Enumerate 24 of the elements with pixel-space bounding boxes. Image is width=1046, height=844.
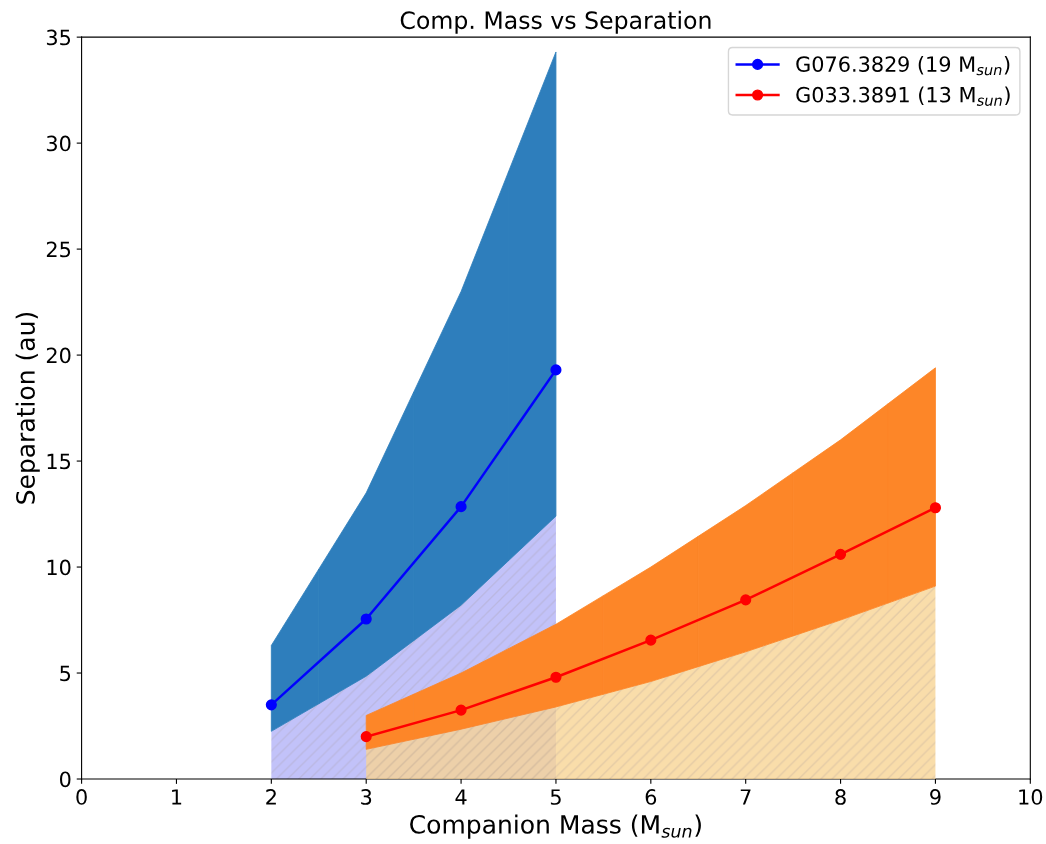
x-axis-title: Companion Mass (M$_{sun}$) — [410, 814, 701, 839]
x-tick-label: 10 — [1019, 789, 1043, 805]
y-tick-label: 30 — [46, 135, 71, 152]
x-tick-label: 9 — [930, 789, 941, 805]
x-tick-label: 0 — [76, 789, 87, 805]
x-tick-label: 8 — [835, 789, 846, 805]
legend-label: G076.3829 (19 M$_{sun}$) — [796, 55, 1010, 76]
x-tick-label: 4 — [455, 789, 467, 805]
x-tick-label: 5 — [550, 789, 561, 805]
y-tick-label: 25 — [46, 241, 71, 258]
x-tick-label: 6 — [645, 789, 657, 805]
y-tick-label: 35 — [46, 29, 71, 46]
x-tick-label: 2 — [266, 789, 276, 805]
y-tick-label: 5 — [60, 665, 71, 682]
x-tick-label: 7 — [740, 789, 751, 805]
y-axis-title: Separation (au) — [15, 312, 40, 504]
y-tick-label: 15 — [47, 453, 71, 470]
x-tick-label: 1 — [172, 789, 182, 805]
y-tick-label: 10 — [47, 559, 71, 576]
y-tick-label: 20 — [46, 347, 71, 364]
y-tick-label: 0 — [59, 771, 71, 788]
chart-title: Comp. Mass vs Separation — [400, 10, 711, 34]
legend-label: G033.3891 (13 M$_{sun}$) — [796, 86, 1010, 106]
x-tick-label: 3 — [361, 789, 372, 805]
